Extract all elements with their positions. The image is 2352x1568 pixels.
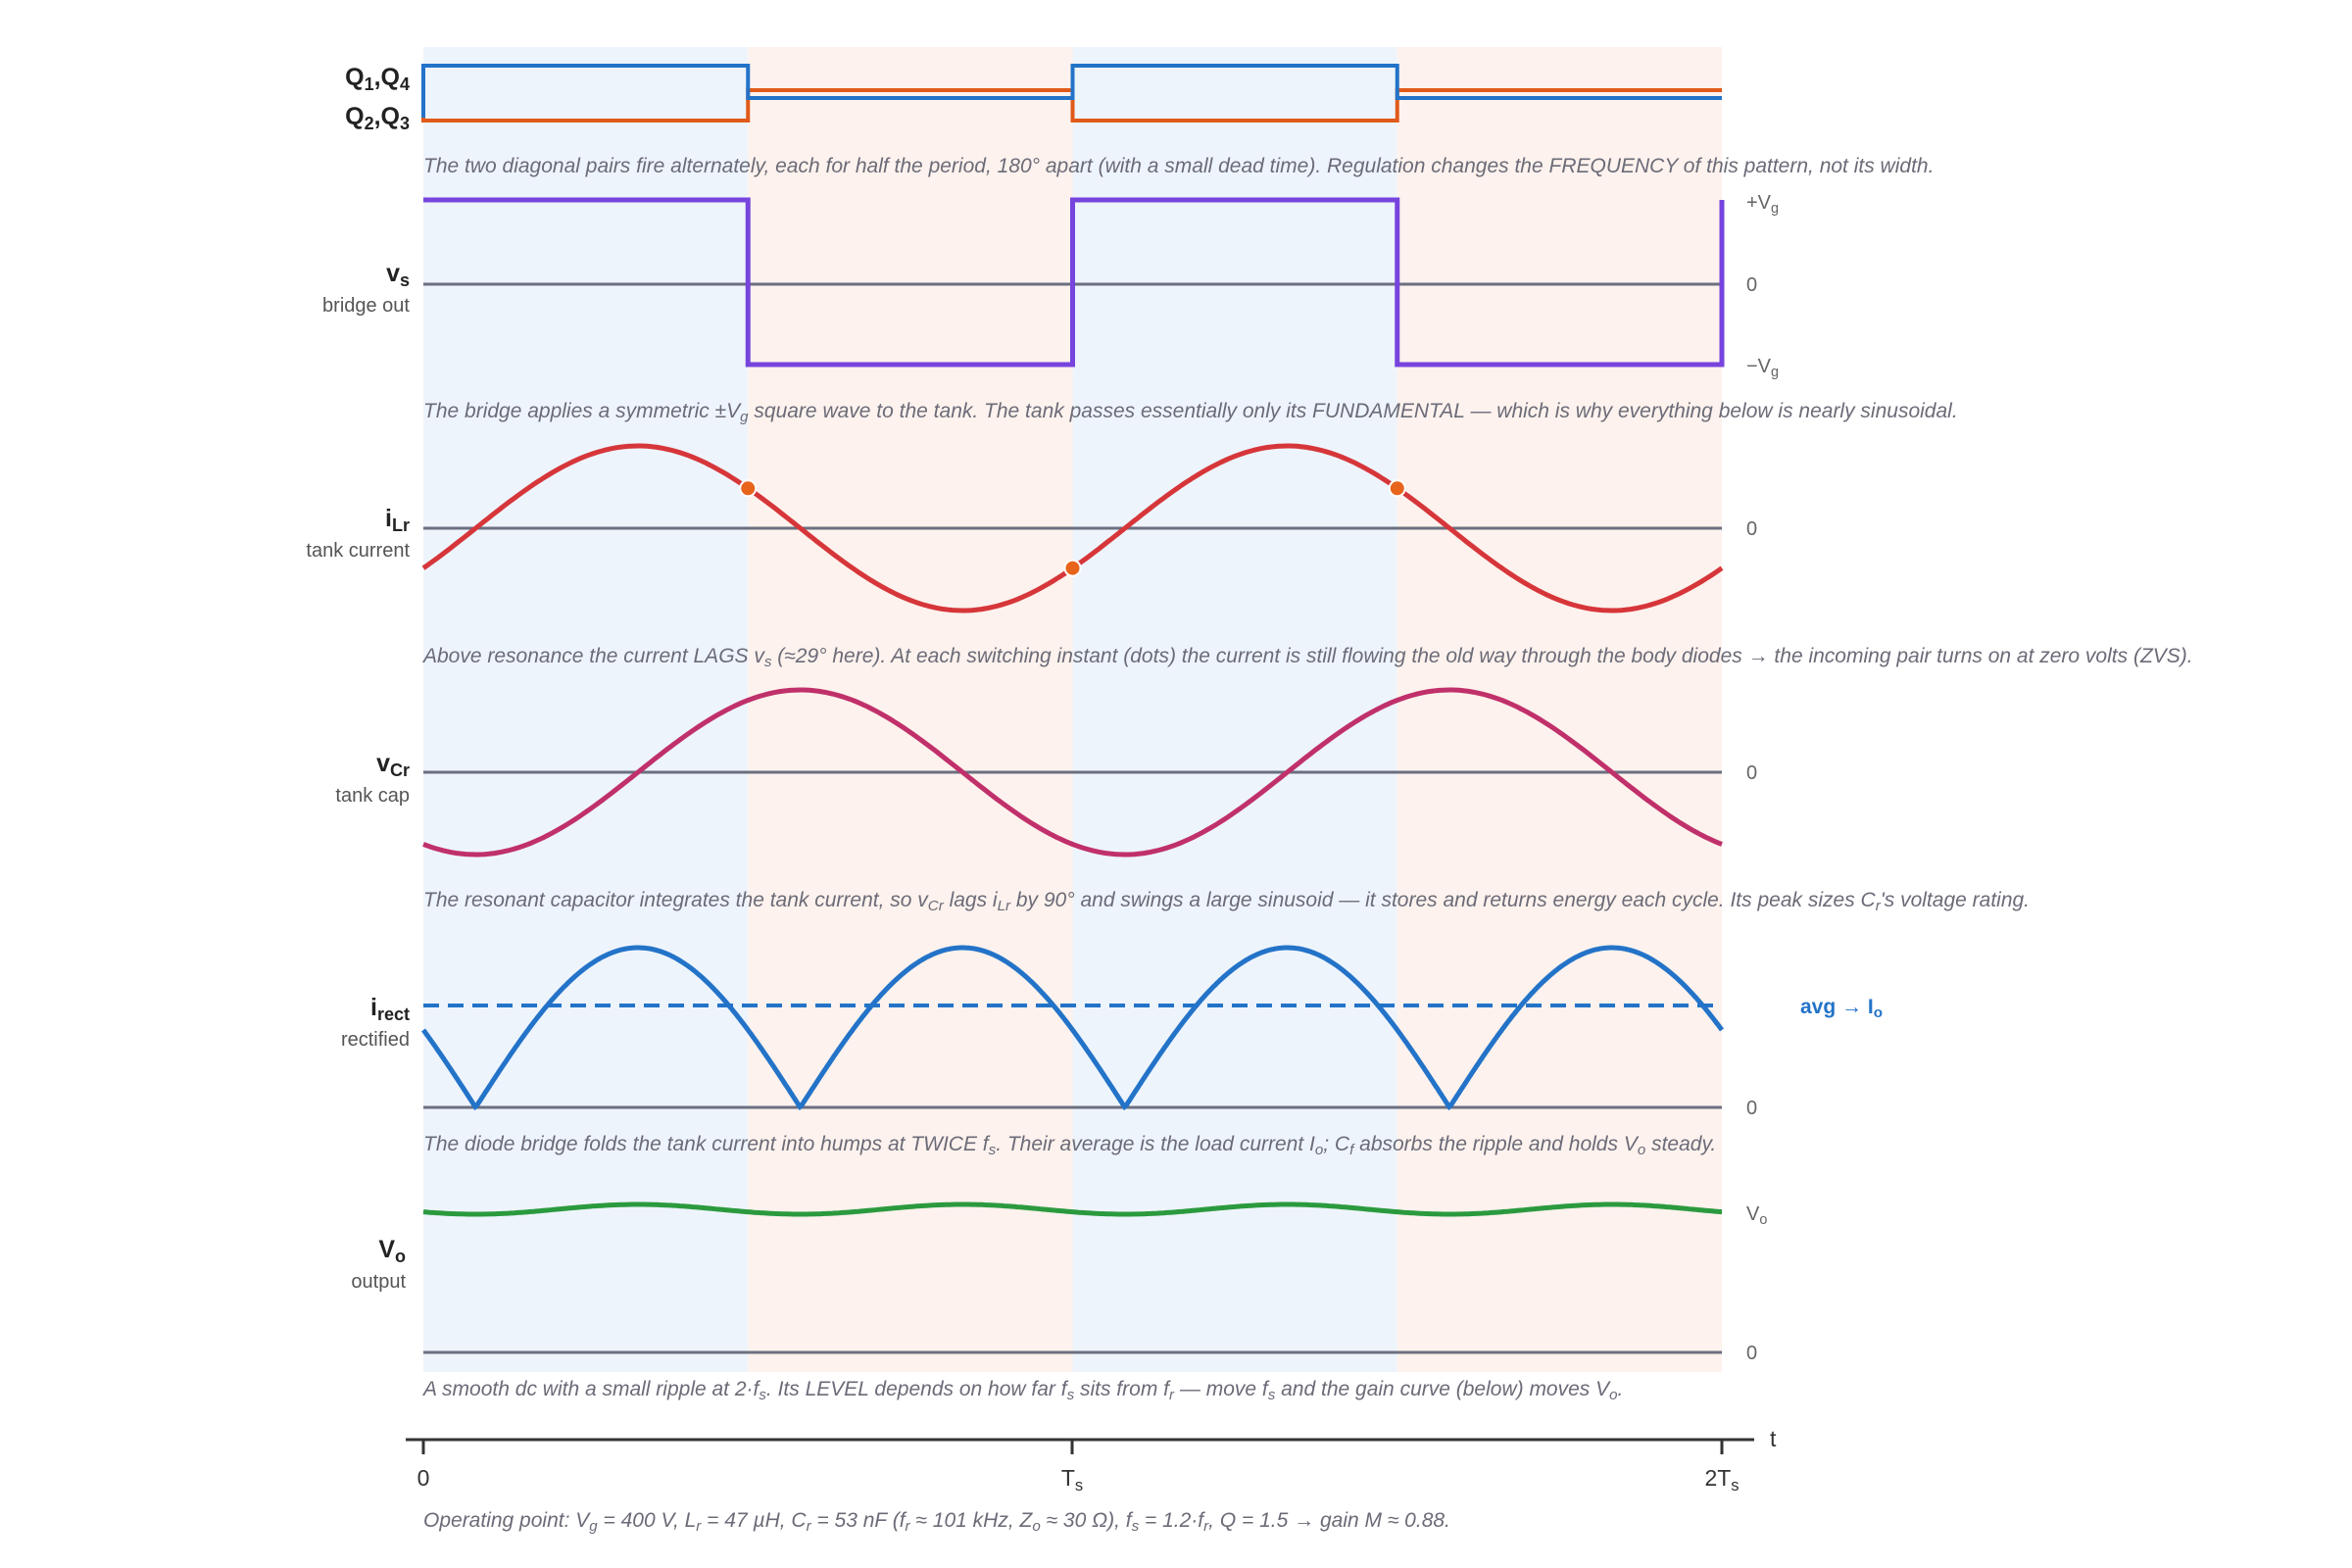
irect-name-label: irect	[370, 994, 410, 1024]
operating-point-note: Operating point: Vg = 400 V, Lr = 47 µH,…	[423, 1509, 1450, 1535]
gate-signals-panel: Q1,Q4 Q2,Q3 The two diagonal pairs fire …	[345, 64, 1934, 177]
vcr-name-label: vCr	[376, 750, 410, 780]
q14-label: Q1,Q4	[345, 64, 410, 94]
zvs-dot-1	[1063, 559, 1082, 577]
shade-band-2	[1072, 47, 1397, 1372]
q23-label: Q2,Q3	[345, 103, 410, 133]
ilr-zero-level: 0	[1746, 518, 1757, 540]
vcr-zero-level: 0	[1746, 762, 1757, 784]
vs-square-wave	[423, 197, 1725, 368]
half-period-shading	[423, 47, 1722, 1372]
tick-label-0: 0	[417, 1465, 430, 1491]
ilr-name-label: iLr	[385, 505, 410, 535]
irect-zero-level: 0	[1746, 1098, 1757, 1119]
vs-pos-level: +Vg	[1746, 192, 1779, 217]
vs-sub-label: bridge out	[322, 295, 410, 317]
shade-band-0	[423, 47, 749, 1372]
ilr-sub-label: tank current	[306, 540, 410, 562]
time-axis: t 0 Ts 2Ts	[406, 1426, 1777, 1494]
q14-gate-trace	[421, 64, 1722, 118]
vs-caption: The bridge applies a symmetric ±Vg squar…	[423, 400, 1958, 425]
zvs-switching-dots	[739, 479, 1406, 577]
vcr-caption: The resonant capacitor integrates the ta…	[423, 889, 2030, 914]
vs-panel: vs bridge out +Vg 0 −Vg The bridge appli…	[322, 192, 1958, 425]
irect-caption: The diode bridge folds the tank current …	[423, 1133, 1716, 1158]
irect-avg-label: avg → Io	[1800, 996, 1883, 1021]
vcr-tank-cap-trace	[422, 687, 1723, 858]
vs-name-label: vs	[386, 260, 410, 290]
ilr-panel: iLr tank current 0 Above resonance the c…	[306, 443, 2193, 670]
vo-sub-label: output	[351, 1271, 406, 1293]
vs-zero-level: 0	[1746, 274, 1757, 296]
vcr-panel: vCr tank cap 0 The resonant capacitor in…	[335, 687, 2030, 914]
tick-label-2ts: 2Ts	[1704, 1465, 1739, 1494]
vo-panel: Vo output Vo 0 A smooth dc with a small …	[351, 1201, 1767, 1403]
vo-caption: A smooth dc with a small ripple at 2·fs.…	[421, 1378, 1623, 1403]
zvs-dot-0	[739, 479, 758, 498]
vo-output-trace	[422, 1201, 1723, 1217]
vo-level: Vo	[1746, 1203, 1767, 1228]
vs-neg-level: −Vg	[1746, 356, 1779, 380]
irect-rectified-trace	[421, 945, 1725, 1111]
time-axis-label: t	[1770, 1426, 1777, 1451]
shade-band-3	[1396, 47, 1722, 1372]
ilr-caption: Above resonance the current LAGS vs (≈29…	[421, 645, 2193, 670]
vo-zero-level: 0	[1746, 1343, 1757, 1364]
irect-sub-label: rectified	[341, 1029, 410, 1051]
shade-band-1	[748, 47, 1073, 1372]
vcr-sub-label: tank cap	[335, 785, 410, 807]
vo-name-label: Vo	[378, 1236, 406, 1266]
irect-panel: irect rectified avg → Io 0 The diode bri…	[341, 945, 1883, 1158]
tick-label-ts: Ts	[1061, 1465, 1083, 1494]
gates-caption: The two diagonal pairs fire alternately,…	[423, 155, 1934, 177]
zvs-dot-2	[1388, 479, 1406, 498]
